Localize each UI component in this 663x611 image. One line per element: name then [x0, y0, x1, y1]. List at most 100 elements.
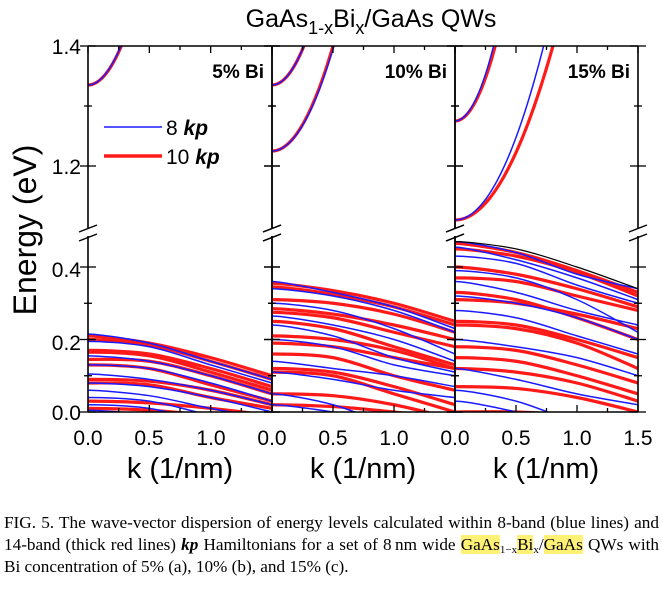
- valence-band-14kp: [272, 285, 455, 327]
- x-tick-label: 0.0: [440, 427, 469, 450]
- band-curves: [455, 46, 638, 412]
- valence-band-14kp: [455, 265, 638, 309]
- caption-slash: /: [538, 535, 544, 554]
- y-tick-label-lower: 0.2: [52, 332, 81, 355]
- valence-band-8kp: [88, 409, 272, 412]
- axis-break-mark: [78, 233, 98, 242]
- valence-band-14kp: [272, 352, 455, 392]
- valence-band-14kp: [88, 350, 272, 392]
- valence-band-8kp: [88, 355, 272, 395]
- legend-label-8kp: 8 kp: [166, 117, 208, 140]
- caption-highlight: GaAs: [460, 535, 500, 554]
- y-tick-labels: 1.4 1.2 0.4 0.2 0.0: [52, 36, 82, 425]
- panel-3: [445, 45, 648, 413]
- valence-band-8kp: [455, 400, 638, 412]
- valence-band-14kp: [455, 366, 638, 403]
- valence-band-14kp: [272, 334, 455, 371]
- valence-band-8kp: [455, 389, 638, 412]
- valence-band-14kp: [272, 298, 455, 334]
- caption-sub: 1−x: [499, 544, 518, 556]
- valence-band-14kp: [272, 319, 455, 367]
- valence-band-14kp: [455, 319, 638, 360]
- valence-band-8kp: [272, 393, 455, 412]
- valence-band-8kp: [272, 360, 455, 388]
- valence-band-8kp: [455, 338, 638, 377]
- conduction-band-14kp: [88, 46, 135, 87]
- x-tick-label: 0.5: [501, 427, 530, 450]
- legend: 8 kp 10 kp: [104, 117, 220, 169]
- axis-break-mark: [78, 224, 98, 233]
- axis-break-mark: [445, 233, 465, 242]
- valence-band-8kp: [455, 280, 638, 326]
- valence-band-14kp: [455, 410, 638, 412]
- conduction-band-8kp: [272, 46, 344, 152]
- conduction-band-8kp: [88, 46, 134, 86]
- conduction-band-8kp: [455, 46, 503, 122]
- valence-band-8kp: [272, 315, 455, 362]
- x-tick-label: 0.0: [73, 427, 102, 450]
- valence-band-8kp: [272, 302, 455, 355]
- axis-break-mark: [445, 224, 465, 233]
- valence-band-8kp: [455, 255, 638, 304]
- valence-band-8kp: [455, 246, 638, 301]
- conduction-band-14kp: [455, 46, 565, 222]
- axis-break-mark: [628, 224, 648, 233]
- legend-label-10kp: 10 kp: [166, 146, 220, 169]
- valence-band-8kp: [272, 338, 455, 377]
- valence-band-14kp: [88, 334, 272, 378]
- x-axis-labels: k (1/nm) k (1/nm) k (1/nm): [127, 453, 599, 485]
- conduction-band-8kp: [455, 46, 554, 221]
- svg-text:GaAs1-xBix/GaAs QWs: GaAs1-xBix/GaAs QWs: [246, 5, 497, 38]
- panel-label-10: 10% Bi: [385, 62, 447, 83]
- valence-band-8kp: [272, 324, 455, 373]
- y-tick-label-lower: 0.4: [52, 259, 82, 282]
- axis-break-mark: [628, 233, 648, 242]
- panel-2: [262, 45, 465, 413]
- valence-band-14kp: [272, 341, 455, 371]
- x-axis-label: k (1/nm): [127, 453, 233, 485]
- axis-break-mark: [262, 233, 282, 242]
- x-axis-label: k (1/nm): [310, 453, 416, 485]
- conduction-band-8kp: [272, 46, 316, 86]
- chart-title: GaAs1-xBix/GaAs QWs: [246, 5, 497, 38]
- panel-labels: 5% Bi 10% Bi 15% Bi: [212, 62, 630, 83]
- valence-band-14kp: [88, 406, 272, 412]
- y-axis-label: Energy (eV): [7, 145, 43, 316]
- caption-text: Hamiltonians for a set of 8 nm wide: [198, 535, 461, 554]
- valence-band-8kp: [88, 373, 272, 406]
- valence-band-8kp: [88, 364, 272, 402]
- band-curves: [88, 46, 272, 412]
- figure: GaAs1-xBix/GaAs QWs Energy (eV) 1.4 1.2 …: [7, 5, 653, 485]
- x-tick-label: 1.0: [379, 427, 408, 450]
- valence-band-8kp: [272, 404, 455, 412]
- y-tick-label-lower: 0.0: [52, 402, 81, 425]
- caption-text: QWs with Bi concentration of 5% (a), 10%…: [4, 535, 659, 576]
- caption-highlight: GaAs: [543, 535, 583, 554]
- valence-band-14kp: [455, 298, 638, 331]
- caption-fig-label: FIG. 5.: [4, 513, 55, 532]
- x-tick-label: 0.5: [318, 427, 347, 450]
- axis-break-mark: [262, 224, 282, 233]
- valence-band-14kp: [455, 345, 638, 385]
- valence-band-8kp: [455, 269, 638, 333]
- valence-band-8kp: [272, 371, 455, 399]
- caption-highlight: Bi: [517, 535, 534, 554]
- y-tick-label-upper: 1.2: [52, 156, 81, 179]
- valence-band-14kp: [88, 348, 272, 389]
- x-tick-labels: 0.0 0.5 1.0 0.0 0.5 1.0 0.0 0.5 1.0 1.5: [73, 427, 652, 450]
- valence-band-8kp: [455, 240, 638, 290]
- valence-band-8kp: [272, 280, 455, 330]
- valence-band-8kp: [88, 333, 272, 381]
- valence-band-14kp: [272, 392, 455, 412]
- x-tick-label: 1.0: [562, 427, 591, 450]
- band-curves: [272, 46, 455, 412]
- caption-kp: kp: [181, 535, 199, 554]
- x-tick-label: 0.0: [257, 427, 286, 450]
- valence-band-8kp: [455, 367, 638, 406]
- valence-band-top: [455, 241, 638, 290]
- x-tick-label: 1.5: [623, 427, 652, 450]
- x-axis-label: k (1/nm): [493, 453, 599, 485]
- valence-band-8kp: [455, 295, 638, 341]
- y-tick-label-upper: 1.4: [52, 36, 82, 59]
- valence-band-14kp: [272, 370, 455, 412]
